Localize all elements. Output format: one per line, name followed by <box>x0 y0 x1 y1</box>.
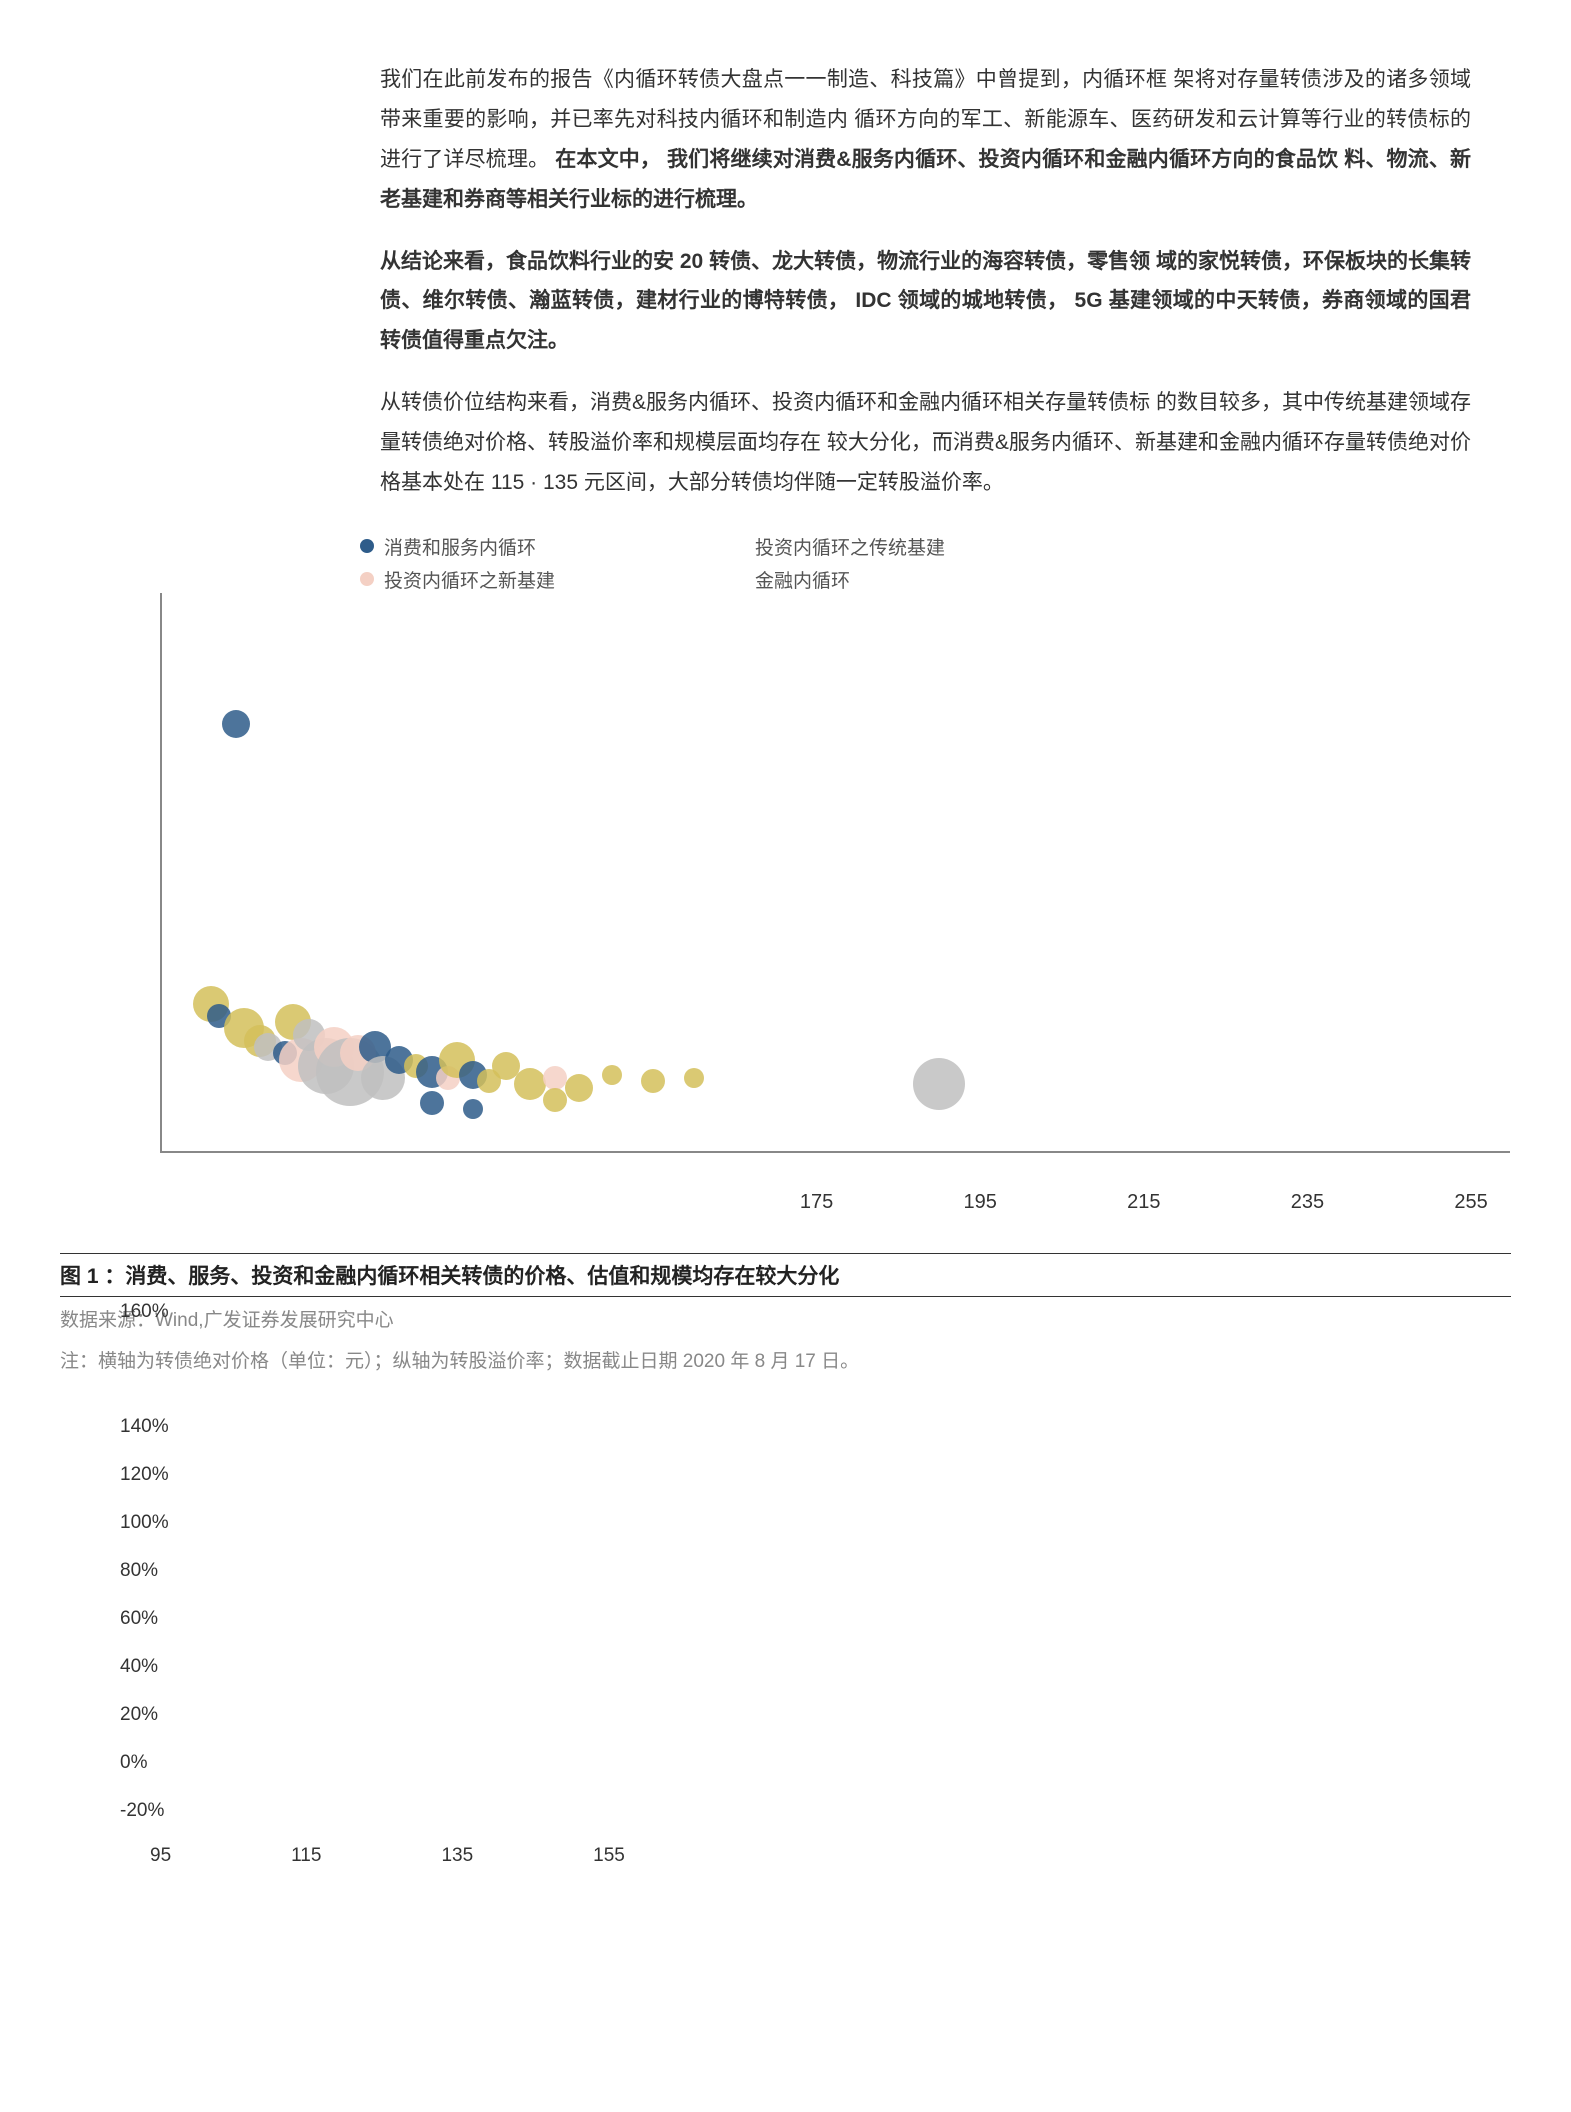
legend-dot-newinfra <box>360 572 374 586</box>
bubble <box>565 1074 593 1102</box>
x-tick: 175 <box>800 1191 833 1214</box>
x-tick-lower: 95 <box>150 1845 171 1867</box>
plot-area: 175195215235255 <box>160 593 1510 1153</box>
y-tick: 120% <box>120 1451 1511 1499</box>
legend-label-3: 金融内循环 <box>755 566 850 593</box>
y-tick: 60% <box>120 1595 1511 1643</box>
figure-caption: 图 1 ：消费、服务、投资和金融内循环相关转债的价格、估值和规模均存在较大分化 <box>60 1253 1511 1297</box>
ytick-160: 160% <box>120 1301 169 1323</box>
y-tick: -20% <box>120 1787 1511 1835</box>
x-tick: 235 <box>1291 1191 1324 1214</box>
intro-text: 我们在此前发布的报告《内循环转债大盘点一一制造、科技篇》中曾提到，内循环框 架将… <box>380 60 1471 503</box>
x-axis-lower-labels: 95 115 135 155 <box>150 1845 1511 1867</box>
bubble <box>913 1058 965 1110</box>
paragraph-1: 我们在此前发布的报告《内循环转债大盘点一一制造、科技篇》中曾提到，内循环框 架将… <box>380 60 1471 220</box>
legend-label-0: 消费和服务内循环 <box>384 533 536 560</box>
y-tick: 140% <box>120 1403 1511 1451</box>
x-tick-lower: 115 <box>291 1845 321 1867</box>
chart-legend: 消费和服务内循环 投资内循环之新基建 投资内循环之传统基建 金融内循环 <box>360 533 945 593</box>
y-tick: 20% <box>120 1691 1511 1739</box>
bubble <box>420 1091 444 1115</box>
y-tick: 100% <box>120 1499 1511 1547</box>
legend-label-2: 投资内循环之传统基建 <box>755 533 945 560</box>
bubble <box>543 1066 567 1090</box>
bubble <box>602 1065 622 1085</box>
bubble <box>543 1088 567 1112</box>
x-tick: 255 <box>1454 1191 1487 1214</box>
source-text: 数据来源：Wind,广发证券发展研究中心 <box>60 1310 394 1331</box>
bubble <box>222 710 250 738</box>
y-tick: 0% <box>120 1739 1511 1787</box>
x-tick-lower: 155 <box>593 1845 625 1867</box>
paragraph-3: 从转债价位结构来看，消费&服务内循环、投资内循环和金融内循环相关存量转债标 的数… <box>380 383 1471 503</box>
bubble <box>463 1099 483 1119</box>
x-tick: 215 <box>1127 1191 1160 1214</box>
legend-dot-consumer <box>360 539 374 553</box>
data-source: 160% 数据来源：Wind,广发证券发展研究中心 <box>60 1305 1511 1332</box>
bubble <box>514 1068 546 1100</box>
paragraph-2: 从结论来看，食品饮料行业的安 20 转债、龙大转债，物流行业的海容转债，零售领 … <box>380 242 1471 362</box>
bubble <box>684 1068 704 1088</box>
y-axis-ticks: 140%120%100%80%60%40%20%0%-20% <box>120 1403 1511 1835</box>
bubble <box>641 1069 665 1093</box>
y-tick: 80% <box>120 1547 1511 1595</box>
y-tick: 40% <box>120 1643 1511 1691</box>
legend-label-1: 投资内循环之新基建 <box>384 566 555 593</box>
x-tick-lower: 135 <box>441 1845 473 1867</box>
figure-note: 注：横轴为转债绝对价格（单位：元）；纵轴为转股溢价率；数据截止日期 2020 年… <box>60 1346 1511 1373</box>
bubble-chart: 消费和服务内循环 投资内循环之新基建 投资内循环之传统基建 金融内循环 1751… <box>60 533 1510 1233</box>
x-tick: 195 <box>963 1191 996 1214</box>
